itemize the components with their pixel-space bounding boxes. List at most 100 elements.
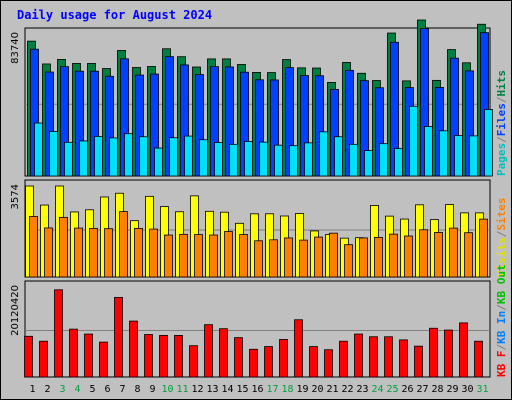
- bar-pages-day-10: [169, 137, 178, 177]
- bar-pages-day-23: [364, 150, 373, 177]
- bar-pages-day-18: [289, 145, 298, 177]
- panel-2-max-label: 3574: [10, 184, 21, 209]
- panel-3-max-label: 20120420: [10, 285, 21, 336]
- bar-pages-day-26: [409, 105, 418, 177]
- bar-pages-day-29: [454, 135, 463, 177]
- bar-pages-day-6: [109, 137, 118, 177]
- day-label-2: 2: [44, 384, 50, 395]
- panel-1-legend: Pages/Files/Hits: [495, 70, 508, 176]
- bar-sites-day-9: [149, 228, 158, 278]
- bar-kb-f-day-2: [39, 340, 48, 378]
- day-label-25: 25: [386, 384, 398, 395]
- bar-kb-f-day-19: [294, 319, 303, 378]
- bar-kb-f-day-12: [189, 345, 198, 378]
- bar-sites-day-28: [434, 232, 443, 278]
- day-label-17: 17: [266, 384, 278, 395]
- day-label-16: 16: [251, 384, 263, 395]
- bar-sites-day-1: [29, 216, 38, 278]
- bar-kb-f-day-26: [399, 339, 408, 378]
- day-label-12: 12: [191, 384, 203, 395]
- bar-sites-day-3: [59, 216, 68, 278]
- bar-kb-f-day-11: [174, 335, 183, 378]
- bar-pages-day-1: [34, 122, 43, 177]
- bar-sites-day-8: [134, 227, 143, 278]
- bar-pages-day-7: [124, 133, 133, 177]
- bar-sites-day-29: [449, 227, 458, 278]
- bar-sites-day-19: [299, 239, 308, 278]
- bar-sites-day-4: [74, 227, 83, 278]
- bar-kb-f-day-23: [354, 333, 363, 378]
- bar-sites-day-5: [89, 227, 98, 278]
- bar-kb-f-day-14: [219, 328, 228, 378]
- day-label-19: 19: [296, 384, 308, 395]
- legend-entry: Visits: [495, 237, 508, 277]
- bar-kb-f-day-20: [309, 346, 318, 378]
- legend-entry: /: [495, 344, 508, 351]
- bar-pages-day-4: [79, 140, 88, 177]
- panel-1-max-label: 83740: [10, 32, 21, 64]
- day-label-4: 4: [74, 384, 80, 395]
- bar-sites-day-6: [104, 228, 113, 278]
- day-label-31: 31: [476, 384, 488, 395]
- bar-kb-f-day-21: [324, 349, 333, 378]
- legend-entry: /: [495, 136, 508, 143]
- bar-sites-day-31: [479, 218, 488, 278]
- bar-kb-f-day-3: [54, 289, 63, 378]
- bar-pages-day-19: [304, 142, 313, 177]
- bar-kb-f-day-4: [69, 328, 78, 378]
- bar-pages-day-3: [64, 141, 73, 177]
- bar-kb-f-day-5: [84, 333, 93, 378]
- bar-pages-day-2: [49, 131, 58, 177]
- day-label-9: 9: [149, 384, 155, 395]
- legend-entry: Hits: [495, 70, 508, 97]
- legend-entry: /: [495, 304, 508, 311]
- bar-sites-day-12: [194, 234, 203, 278]
- legend-entry: /: [495, 96, 508, 103]
- bar-kb-f-day-18: [279, 339, 288, 378]
- bar-kb-f-day-9: [144, 334, 153, 378]
- bar-kb-f-day-25: [384, 336, 393, 378]
- day-label-14: 14: [221, 384, 233, 395]
- bar-pages-day-12: [199, 139, 208, 177]
- panel-3-legend: KB F/KB In/KB Out: [495, 264, 508, 377]
- bar-sites-day-2: [44, 227, 53, 278]
- bar-sites-day-26: [404, 235, 413, 278]
- bar-sites-day-22: [344, 244, 353, 278]
- bar-kb-f-day-1: [24, 335, 33, 378]
- day-label-21: 21: [326, 384, 338, 395]
- legend-entry: Sites: [495, 198, 508, 231]
- bar-kb-f-day-15: [234, 337, 243, 378]
- bar-sites-day-24: [374, 236, 383, 278]
- day-label-11: 11: [176, 384, 188, 395]
- bar-sites-day-30: [464, 232, 473, 278]
- day-label-8: 8: [134, 384, 140, 395]
- bar-sites-day-15: [239, 234, 248, 278]
- bar-kb-f-day-29: [444, 329, 453, 378]
- bar-sites-day-14: [224, 231, 233, 278]
- bar-pages-day-22: [349, 143, 358, 177]
- bar-pages-day-24: [379, 143, 388, 177]
- bar-sites-day-25: [389, 233, 398, 278]
- bar-pages-day-14: [229, 143, 238, 177]
- day-label-20: 20: [311, 384, 323, 395]
- day-label-27: 27: [416, 384, 428, 395]
- bar-kb-f-day-31: [474, 340, 483, 378]
- bar-kb-f-day-7: [114, 296, 123, 378]
- day-label-29: 29: [446, 384, 458, 395]
- bar-sites-day-27: [419, 229, 428, 278]
- legend-entry: KB F: [495, 351, 508, 378]
- bar-pages-day-15: [244, 141, 253, 177]
- bar-sites-day-21: [329, 232, 338, 278]
- bar-sites-day-16: [254, 240, 263, 278]
- bar-kb-f-day-30: [459, 322, 468, 378]
- bar-pages-day-27: [424, 126, 433, 177]
- bar-pages-day-30: [469, 135, 478, 177]
- bar-sites-day-17: [269, 239, 278, 278]
- legend-entry: /: [495, 230, 508, 237]
- day-label-24: 24: [371, 384, 383, 395]
- bar-sites-day-11: [179, 233, 188, 278]
- day-label-10: 10: [161, 384, 173, 395]
- bar-pages-day-9: [154, 147, 163, 177]
- bar-kb-f-day-27: [414, 345, 423, 378]
